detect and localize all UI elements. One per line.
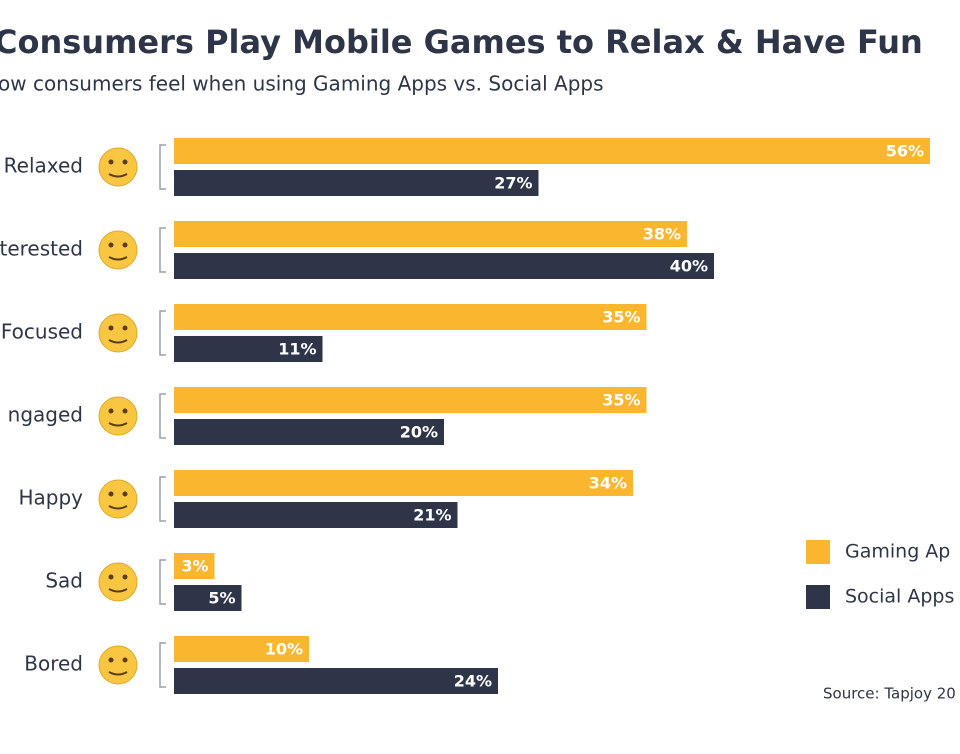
emoji-face [98,147,138,187]
bar [174,668,498,694]
bracket [159,476,166,522]
bracket [159,310,166,356]
bar [174,553,215,579]
bar [174,502,458,528]
category-label: Sad [45,569,83,593]
chart-subtitle: ow consumers feel when using Gaming Apps… [0,72,604,96]
emoji-eye [122,242,128,248]
bar [174,470,633,496]
bracket [159,559,166,605]
legend-swatch [806,585,830,609]
bar [174,419,444,445]
bar [174,253,714,279]
value-label: 21% [413,506,451,525]
value-label: 38% [643,225,681,244]
value-label: 5% [208,589,235,608]
category-label: Happy [18,486,83,510]
emoji-mouth [108,256,128,261]
category-label: ngaged [8,403,83,427]
value-label: 35% [602,308,640,327]
emoji-eye [108,574,114,580]
bar [174,221,687,247]
emoji-eye [108,408,114,414]
source: Source: Tapjoy 20 [823,685,956,703]
category-label: Bored [24,652,83,676]
value-label: 35% [602,391,640,410]
bar [174,138,930,164]
bar [174,636,309,662]
value-label: 56% [886,142,924,161]
emoji-eye [108,159,114,165]
value-label: 10% [265,640,303,659]
value-label: 3% [181,557,208,576]
bar [174,387,647,413]
emoji-eye [108,657,114,663]
legend-label: Social Apps [845,586,954,608]
bracket [159,393,166,439]
bracket [159,144,166,190]
value-label: 40% [670,257,708,276]
bar [174,336,323,362]
emoji-mouth [108,671,128,676]
emoji-eye [108,491,114,497]
emoji-eye [122,159,128,165]
emoji-face [98,479,138,519]
category-label: terested [0,237,83,261]
emoji-mouth [108,505,128,510]
value-label: 24% [454,672,492,691]
legend-swatch [806,540,830,564]
bracket [159,642,166,688]
emoji-eye [122,491,128,497]
emoji-face [98,230,138,270]
value-label: 27% [494,174,532,193]
bar [174,304,647,330]
emoji-eye [108,242,114,248]
emoji-mouth [108,339,128,344]
emoji-eye [122,408,128,414]
emoji-mouth [108,173,128,178]
emoji-eye [122,574,128,580]
chart-title: Consumers Play Mobile Games to Relax & H… [0,23,923,61]
value-label: 11% [278,340,316,359]
legend-label: Gaming Ap [845,541,950,563]
emoji-mouth [108,422,128,427]
value-label: 34% [589,474,627,493]
value-label: 20% [400,423,438,442]
emoji-eye [122,325,128,331]
bar [174,585,242,611]
emoji-eye [108,325,114,331]
emoji-mouth [108,588,128,593]
emoji-eye [122,657,128,663]
bar [174,170,539,196]
emoji-face [98,645,138,685]
category-label: Relaxed [4,154,83,178]
category-label: Focused [1,320,83,344]
emoji-face [98,562,138,602]
bracket [159,227,166,273]
emoji-face [98,313,138,353]
emoji-face [98,396,138,436]
